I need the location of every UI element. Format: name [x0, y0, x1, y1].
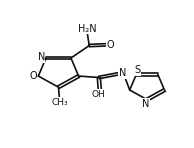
- Text: O: O: [106, 40, 114, 50]
- Text: S: S: [135, 65, 141, 75]
- Text: N: N: [142, 99, 150, 109]
- Text: CH₃: CH₃: [52, 98, 68, 107]
- Text: N: N: [37, 52, 45, 62]
- Text: H₂N: H₂N: [78, 24, 97, 34]
- Text: O: O: [29, 71, 37, 81]
- Text: N: N: [119, 68, 126, 78]
- Text: OH: OH: [92, 90, 106, 99]
